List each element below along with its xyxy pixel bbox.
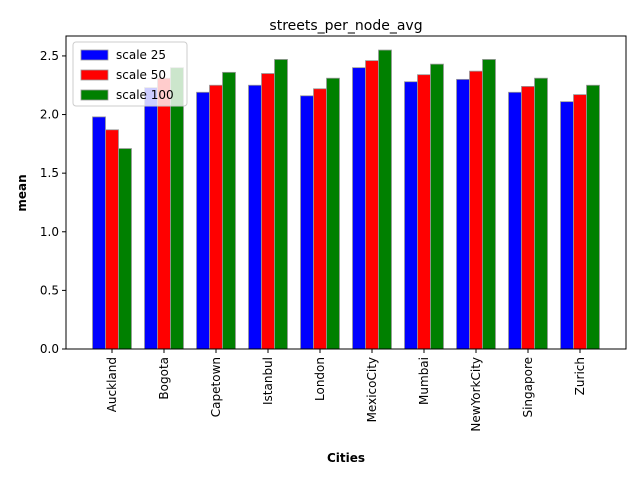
legend-swatch <box>80 89 109 101</box>
y-axis: 0.0 0.5 1.0 1.5 2.0 2.5 <box>40 49 66 356</box>
bars-group <box>92 49 600 350</box>
bar-bogota-series-3 <box>170 67 184 350</box>
legend-swatch <box>80 49 109 61</box>
y-tick-label: 2.0 <box>40 108 59 122</box>
bar-mumbai-series-1 <box>404 81 418 350</box>
bar-mexicocity-series-1 <box>352 67 366 350</box>
y-tick-label: 1.0 <box>40 225 59 239</box>
bar-london-series-3 <box>326 77 340 350</box>
bar-mumbai-series-2 <box>417 74 431 350</box>
x-tick-label: Singapore <box>521 357 535 418</box>
x-tick-label: Zurich <box>573 357 587 395</box>
bar-singapore-series-2 <box>521 86 535 350</box>
legend: scale 25 scale 50 scale 100 <box>72 41 188 107</box>
bar-zurich-series-3 <box>586 84 600 350</box>
bar-singapore-series-3 <box>534 77 548 350</box>
bar-capetown-series-3 <box>222 71 236 350</box>
bar-newyorkcity-series-1 <box>456 78 470 350</box>
bar-capetown-series-2 <box>209 84 223 350</box>
y-tick-label: 2.5 <box>40 49 59 63</box>
y-tick-label: 0.0 <box>40 342 59 356</box>
plot-frame <box>65 35 627 350</box>
bar-bogota-series-2 <box>157 77 171 350</box>
bar-auckland-series-1 <box>92 116 106 350</box>
bar-capetown-series-1 <box>196 91 210 350</box>
bar-bogota-series-1 <box>144 87 158 350</box>
y-axis-title: mean <box>15 174 29 211</box>
bar-mexicocity-series-3 <box>378 49 392 350</box>
y-tick-label: 1.5 <box>40 166 59 180</box>
bar-istanbul-series-3 <box>274 59 288 350</box>
legend-label: scale 50 <box>116 68 166 82</box>
legend-label: scale 100 <box>116 88 174 102</box>
bar-mumbai-series-3 <box>430 63 444 350</box>
bar-newyorkcity-series-3 <box>482 59 496 350</box>
bar-london-series-2 <box>313 88 327 350</box>
bar-auckland-series-2 <box>105 129 119 350</box>
bar-newyorkcity-series-2 <box>469 70 483 350</box>
x-tick-label: Bogota <box>157 357 171 400</box>
bar-mexicocity-series-2 <box>365 60 379 350</box>
bar-zurich-series-2 <box>573 94 587 350</box>
bar-zurich-series-1 <box>560 101 574 350</box>
legend-label: scale 25 <box>116 48 166 62</box>
x-tick-label: Mumbai <box>417 357 431 405</box>
y-tick-label: 0.5 <box>40 283 59 297</box>
x-tick-label: London <box>313 357 327 401</box>
bar-istanbul-series-1 <box>248 84 262 350</box>
bar-istanbul-series-2 <box>261 73 275 350</box>
chart-title: streets_per_node_avg <box>269 18 422 34</box>
x-tick-label: Istanbul <box>261 357 275 405</box>
bar-auckland-series-3 <box>118 148 132 350</box>
bar-london-series-1 <box>300 95 314 350</box>
x-axis-title: Cities <box>327 451 365 465</box>
x-tick-label: Capetown <box>209 357 223 417</box>
x-axis: Auckland Bogota Capetown Istanbul London Mexi… <box>105 349 587 432</box>
x-tick-label: MexicoCity <box>365 357 379 422</box>
x-tick-label: Auckland <box>105 357 119 412</box>
x-tick-label: NewYorkCity <box>469 357 483 432</box>
legend-swatch <box>80 69 109 81</box>
bar-singapore-series-1 <box>508 91 522 350</box>
